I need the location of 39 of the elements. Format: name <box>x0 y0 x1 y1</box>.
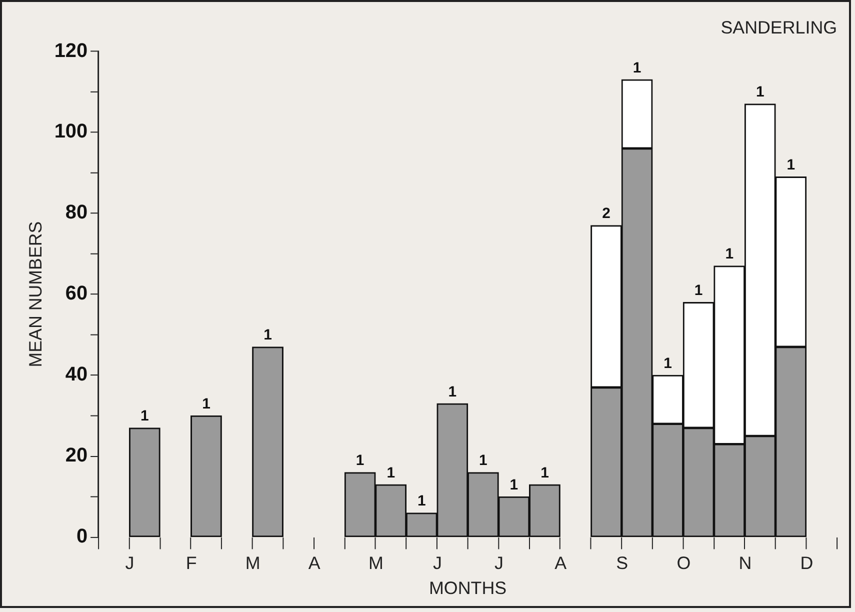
annotation: 1 <box>264 328 272 344</box>
y-tick-label: 100 <box>54 120 88 143</box>
y-tick-label: 40 <box>65 364 88 386</box>
annotation: 1 <box>356 453 364 470</box>
annotation: 1 <box>540 465 549 482</box>
annotation: 1 <box>664 356 672 372</box>
x-tick-label: M <box>245 552 260 573</box>
x-tick-label: M <box>368 552 384 573</box>
annotation: 1 <box>386 465 396 482</box>
y-axis-title: MEAN NUMBERS <box>26 221 46 368</box>
annotation: 1 <box>694 283 703 300</box>
x-tick-label: A <box>308 552 320 573</box>
annotation: 1 <box>479 453 488 470</box>
x-tick-label: F <box>186 552 197 573</box>
annotation: 1 <box>510 477 518 494</box>
x-tick-label: J <box>125 552 134 573</box>
x-tick-label: J <box>432 552 442 573</box>
annotation: 1 <box>202 396 210 412</box>
y-tick-label: 0 <box>76 526 88 548</box>
annotation: 1 <box>448 384 457 400</box>
x-tick-label: N <box>738 552 752 573</box>
annotation: 1 <box>140 408 149 425</box>
x-axis-title: MONTHS <box>429 578 507 598</box>
annotation: 1 <box>417 494 426 510</box>
y-tick-label: 120 <box>54 40 88 62</box>
chart-title: SANDERLING <box>720 18 838 38</box>
x-tick-label: D <box>800 552 814 573</box>
x-tick-label: O <box>676 552 691 573</box>
annotation: 1 <box>786 158 796 174</box>
annotation: 1 <box>632 60 642 76</box>
y-tick-label: 80 <box>65 202 88 224</box>
y-tick-label: 60 <box>65 282 88 305</box>
annotation: 1 <box>756 84 764 101</box>
annotation: 1 <box>725 246 734 263</box>
x-tick-label: S <box>616 552 628 573</box>
annotation: 2 <box>602 206 610 222</box>
x-tick-label: A <box>554 552 567 573</box>
y-tick-label: 20 <box>65 444 88 467</box>
x-tick-label: J <box>494 552 504 573</box>
